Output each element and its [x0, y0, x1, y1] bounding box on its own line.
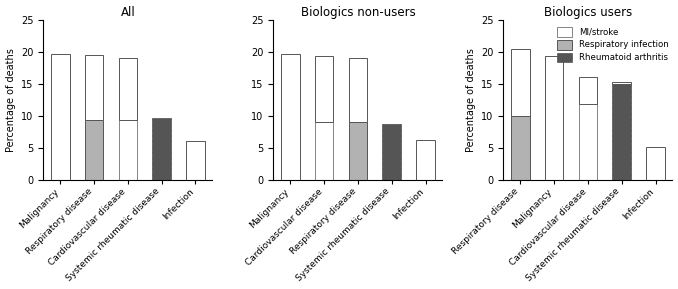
Bar [85, 120, 103, 180]
Bar [578, 104, 597, 180]
Bar [511, 116, 530, 180]
Bar [153, 118, 171, 180]
Y-axis label: Percentage of deaths: Percentage of deaths [466, 48, 475, 152]
Bar [578, 77, 597, 104]
Legend: MI/stroke, Respiratory infection, Rheumatoid arthritis: MI/stroke, Respiratory infection, Rheuma… [554, 24, 671, 65]
Bar [119, 58, 137, 120]
Bar [348, 122, 367, 180]
Bar [416, 140, 435, 180]
Y-axis label: Percentage of deaths: Percentage of deaths [5, 48, 16, 152]
Bar [186, 141, 205, 180]
Bar [612, 82, 631, 84]
Bar [382, 124, 401, 180]
Bar [545, 55, 563, 180]
Bar [511, 49, 530, 116]
Bar [119, 120, 137, 180]
Title: Biologics non-users: Biologics non-users [300, 5, 415, 18]
Bar [281, 54, 300, 180]
Bar [612, 84, 631, 180]
Title: All: All [121, 5, 135, 18]
Bar [315, 122, 334, 180]
Bar [348, 58, 367, 122]
Title: Biologics users: Biologics users [544, 5, 632, 18]
Bar [646, 147, 665, 180]
Bar [51, 54, 70, 180]
Bar [315, 56, 334, 122]
Bar [85, 55, 103, 120]
